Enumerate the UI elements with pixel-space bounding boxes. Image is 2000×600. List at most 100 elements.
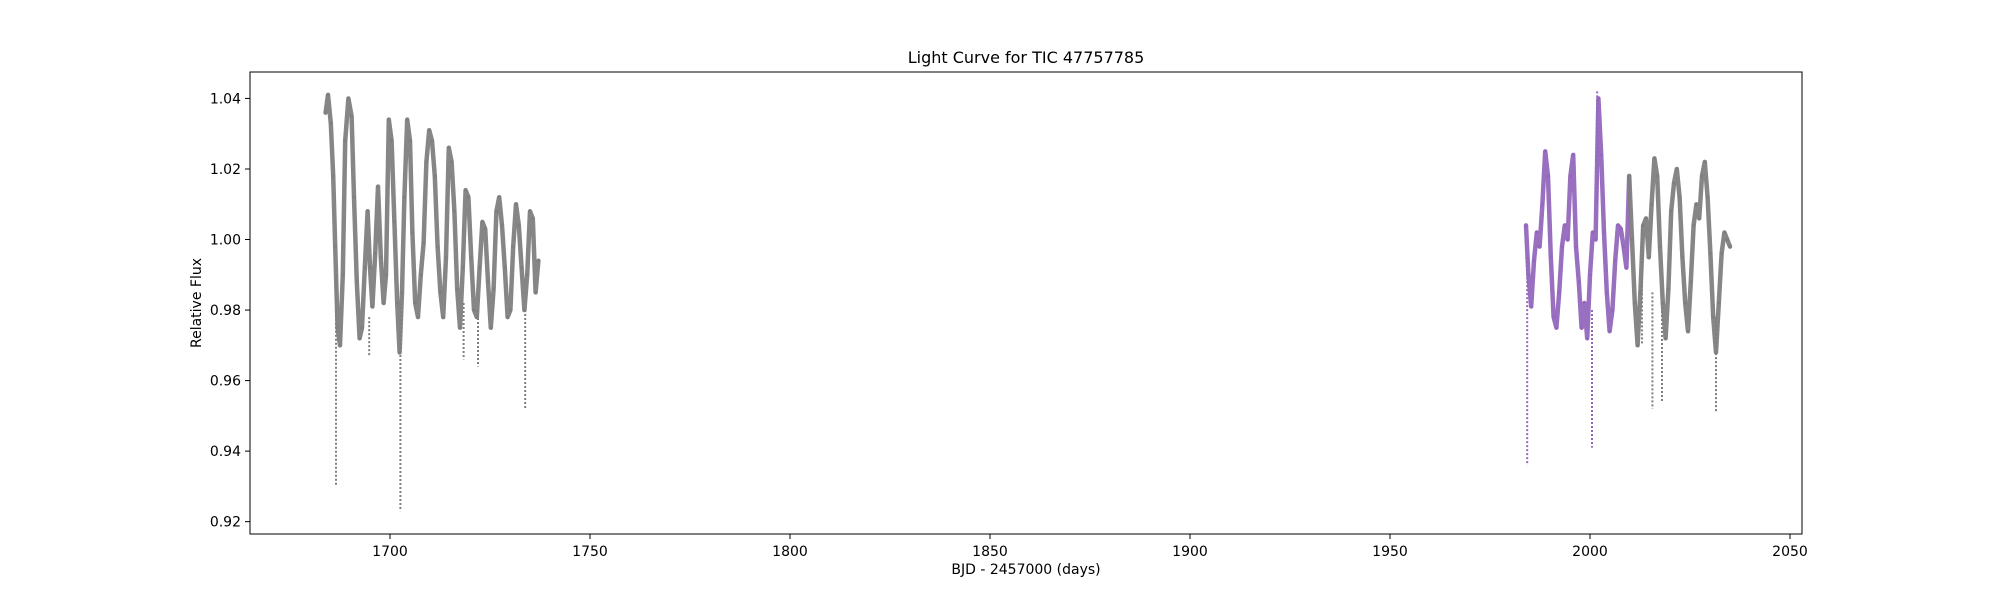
data-point xyxy=(475,315,479,319)
data-point xyxy=(1549,255,1553,259)
data-point xyxy=(355,280,359,284)
data-point xyxy=(1535,230,1539,235)
data-point xyxy=(1538,245,1542,249)
data-point xyxy=(1697,216,1701,220)
data-point xyxy=(1552,315,1556,319)
data-point xyxy=(405,118,409,122)
data-point xyxy=(416,315,420,319)
data-point xyxy=(379,255,383,259)
data-point xyxy=(1658,245,1662,249)
data-point xyxy=(1678,195,1682,199)
data-point xyxy=(478,266,482,270)
data-point xyxy=(461,266,465,270)
data-point xyxy=(1571,153,1575,157)
data-point xyxy=(1619,227,1623,231)
data-point xyxy=(506,315,510,319)
data-point xyxy=(422,241,426,245)
data-point xyxy=(1706,195,1710,199)
data-point xyxy=(1554,326,1558,330)
data-point xyxy=(436,245,440,249)
data-point xyxy=(1683,301,1687,305)
data-point xyxy=(430,139,434,143)
x-tick-label-1800: 1800 xyxy=(772,544,808,560)
data-point xyxy=(402,195,406,199)
data-point xyxy=(483,227,487,231)
data-point xyxy=(472,308,476,312)
data-point xyxy=(341,273,345,277)
data-point xyxy=(536,259,541,263)
data-point xyxy=(1543,149,1547,153)
data-point xyxy=(1524,223,1528,227)
data-point xyxy=(511,245,515,249)
data-point xyxy=(1655,174,1659,178)
data-point xyxy=(387,118,391,122)
data-point xyxy=(480,220,484,224)
data-point xyxy=(1652,156,1656,160)
x-axis-label: BJD - 2457000 (days) xyxy=(951,562,1100,578)
data-point xyxy=(1566,237,1570,242)
data-point xyxy=(1594,237,1598,242)
data-point xyxy=(413,301,417,305)
data-point xyxy=(1568,174,1572,178)
data-point xyxy=(452,209,456,213)
data-point xyxy=(1540,202,1544,206)
data-point xyxy=(494,209,498,213)
data-point xyxy=(525,273,529,277)
data-point xyxy=(1560,245,1564,249)
data-point xyxy=(1700,174,1704,178)
data-point xyxy=(1689,280,1693,284)
y-axis-label: Relative Flux xyxy=(189,258,205,348)
x-axis: 1700 1750 1800 1850 1900 1950 2000 2050 xyxy=(372,534,1808,560)
x-tick-label-1850: 1850 xyxy=(972,544,1008,560)
data-point xyxy=(350,114,354,118)
data-point xyxy=(1694,202,1698,206)
data-point xyxy=(390,139,394,143)
data-point xyxy=(1599,153,1603,157)
data-point xyxy=(333,245,337,249)
data-point xyxy=(395,301,399,305)
series-2 xyxy=(1523,91,1632,466)
data-point xyxy=(1529,304,1533,309)
data-point xyxy=(1636,343,1640,347)
data-point xyxy=(447,146,451,150)
data-point xyxy=(1580,326,1584,330)
data-point xyxy=(520,266,524,270)
data-point xyxy=(1725,237,1729,242)
data-point xyxy=(455,287,459,291)
data-point xyxy=(410,230,414,235)
data-point xyxy=(1624,266,1628,270)
data-point xyxy=(1616,223,1620,227)
data-point xyxy=(427,128,431,132)
data-point xyxy=(444,255,448,259)
data-point xyxy=(1532,259,1536,263)
data-point xyxy=(343,139,347,143)
data-point xyxy=(419,273,423,277)
data-point xyxy=(1602,230,1606,235)
x-tick-label-2000: 2000 xyxy=(1572,544,1608,560)
data-point xyxy=(360,326,364,330)
data-point xyxy=(1666,287,1670,291)
data-point xyxy=(331,174,335,178)
data-point xyxy=(1720,252,1724,256)
data-point xyxy=(1672,181,1676,185)
data-point xyxy=(531,216,535,220)
data-point xyxy=(338,343,342,347)
data-point xyxy=(534,290,538,294)
data-point xyxy=(1692,223,1696,227)
data-point xyxy=(1669,209,1673,213)
data-point xyxy=(1680,255,1684,259)
data-point xyxy=(450,160,454,164)
plot-layer xyxy=(323,91,1733,512)
series-1 xyxy=(323,92,541,512)
data-point xyxy=(1644,216,1648,220)
data-point xyxy=(1591,230,1595,235)
data-point xyxy=(1563,223,1567,227)
data-point xyxy=(1675,167,1679,171)
y-tick-label-5: 1.02 xyxy=(210,162,241,178)
y-axis: 0.92 0.94 0.96 0.98 1.00 1.02 1.04 xyxy=(210,91,250,531)
data-point xyxy=(458,326,462,330)
data-point xyxy=(517,223,521,227)
data-point xyxy=(438,290,442,294)
y-tick-label-2: 0.96 xyxy=(210,374,241,390)
series-3 xyxy=(1626,156,1733,413)
